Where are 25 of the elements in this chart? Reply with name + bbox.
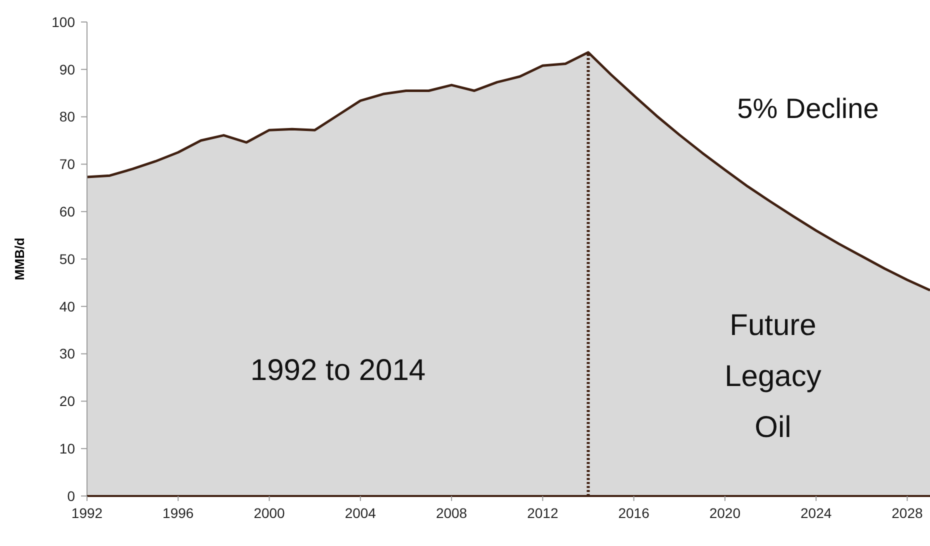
- y-tick-label: 0: [67, 488, 76, 504]
- y-tick-label: 30: [59, 346, 76, 362]
- annotation: 5% Decline: [737, 93, 879, 124]
- x-tick-label: 1992: [71, 505, 103, 521]
- x-tick-label: 2004: [344, 505, 376, 521]
- x-tick-label: 2012: [527, 505, 558, 521]
- x-tick-label: 2028: [892, 505, 923, 521]
- annotation: Future Legacy Oil: [724, 309, 822, 444]
- y-tick-label: 70: [59, 156, 76, 172]
- y-tick-label: 80: [59, 108, 76, 125]
- x-tick-label: 2024: [800, 505, 832, 521]
- y-tick-label: 90: [59, 61, 76, 78]
- x-tick-label: 1996: [162, 505, 194, 521]
- y-tick-label: 50: [59, 250, 76, 267]
- y-tick-label: 100: [52, 14, 76, 30]
- y-tick-label: 40: [59, 298, 76, 314]
- y-axis-title: MMB/d: [12, 238, 27, 280]
- x-tick-label: 2016: [618, 505, 650, 521]
- x-tick-label: 2008: [436, 505, 468, 521]
- x-tick-label: 2000: [254, 505, 286, 521]
- y-tick-label: 10: [59, 440, 76, 456]
- annotation: 1992 to 2014: [250, 354, 426, 387]
- y-tick-label: 60: [59, 204, 76, 220]
- y-tick-label: 20: [59, 393, 76, 410]
- x-tick-label: 2020: [709, 505, 741, 521]
